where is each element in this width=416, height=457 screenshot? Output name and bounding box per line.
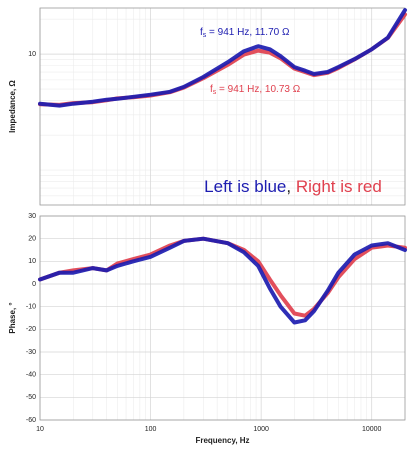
x-tick-label: 1000 (253, 426, 269, 433)
y-axis-label: Phase, ° (8, 302, 17, 333)
y-tick-label: 0 (32, 281, 36, 288)
y-tick-label: -40 (26, 372, 36, 379)
y-tick-label: -30 (26, 349, 36, 356)
x-axis-label: Frequency, Hz (195, 436, 249, 445)
y-tick-label: 10 (28, 258, 36, 265)
annotation: fs = 941 Hz, 11.70 Ω (200, 27, 290, 40)
caption: Left is blue, Right is red (204, 177, 382, 196)
y-tick-label: -20 (26, 326, 36, 333)
annotation-part: f (210, 84, 213, 95)
y-tick-label: -60 (26, 417, 36, 424)
series-line (38, 236, 407, 318)
x-tick-label: 10000 (362, 426, 382, 433)
x-tick-label: 100 (145, 426, 157, 433)
annotation-part: s (213, 89, 217, 96)
series-line (38, 236, 407, 325)
annotation-part: f (200, 27, 203, 38)
caption-part: , (286, 177, 295, 196)
caption-part: Left is blue (204, 177, 286, 196)
annotation-part: = 941 Hz, 10.73 Ω (216, 84, 300, 95)
plot-frame (39, 215, 406, 421)
annotation-part: s (203, 32, 207, 39)
y-tick-label: 10 (28, 51, 36, 58)
series-line (38, 8, 407, 108)
y-tick-label: -50 (26, 394, 36, 401)
x-tick-label: 10 (36, 426, 44, 433)
annotation: fs = 941 Hz, 10.73 Ω (210, 84, 301, 97)
plot-frame (39, 7, 406, 206)
annotation-part: = 941 Hz, 11.70 Ω (206, 27, 290, 38)
y-tick-label: 30 (28, 213, 36, 220)
y-tick-label: -10 (26, 304, 36, 311)
caption-part: Right is red (296, 177, 382, 196)
y-axis-label: Impedance, Ω (8, 80, 17, 133)
y-tick-label: 20 (28, 236, 36, 243)
